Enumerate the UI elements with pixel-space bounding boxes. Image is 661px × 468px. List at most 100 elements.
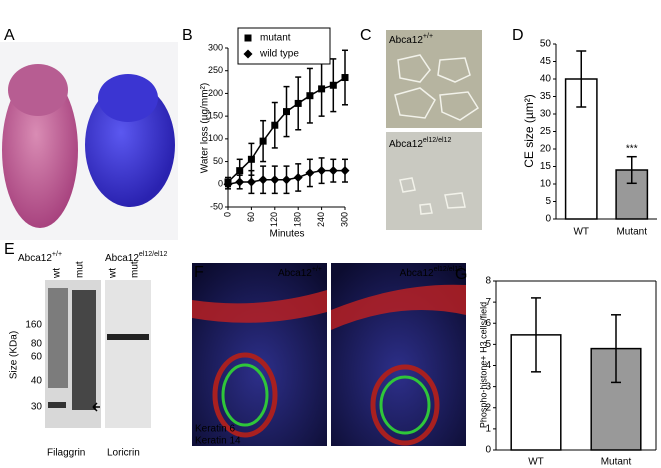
y-tick-label: 6 xyxy=(485,318,491,329)
y-tick-label: 100 xyxy=(208,133,223,143)
label-sup: el12/el12 xyxy=(139,251,168,258)
x-tick-label: WT xyxy=(528,457,544,468)
point xyxy=(247,155,255,163)
y-tick-label: 5 xyxy=(545,196,551,207)
size-marker: 40 xyxy=(31,376,43,387)
legend-label: wild type xyxy=(259,49,299,60)
label-base: Abca12 xyxy=(389,139,423,150)
y-tick-label: 40 xyxy=(540,74,552,85)
y-tick-label: 0 xyxy=(545,214,551,225)
lane-label: mut xyxy=(130,261,141,278)
y-axis-label: Phospho-histone+ H3 cells/field xyxy=(478,302,488,428)
error-bar xyxy=(611,314,621,384)
axis-label: Size (KDa) xyxy=(9,331,20,379)
size-marker: 60 xyxy=(31,352,43,363)
point xyxy=(293,172,303,182)
error-bar xyxy=(576,50,587,108)
x-tick-label: 60 xyxy=(246,212,256,222)
lane-label: wt xyxy=(108,268,119,279)
y-tick-label: 50 xyxy=(213,156,223,166)
y-tick-label: 15 xyxy=(540,161,552,172)
y-tick-label: 25 xyxy=(540,126,552,137)
panel-letter: C xyxy=(360,27,372,44)
error-bar xyxy=(531,297,541,373)
legend-marker xyxy=(243,49,253,59)
y-tick-label: 30 xyxy=(540,109,552,120)
legend-marker xyxy=(244,34,252,42)
point xyxy=(341,74,349,82)
y-tick-label: 1 xyxy=(485,424,491,435)
point xyxy=(258,175,268,185)
y-tick-label: 4 xyxy=(485,360,491,371)
point xyxy=(329,81,337,89)
label-base: Abca12 xyxy=(400,268,434,279)
panel-letter: B xyxy=(182,27,193,44)
y-axis-label: Water loss (µg/mm²) xyxy=(200,83,211,173)
y-tick-label: 150 xyxy=(208,111,223,121)
point xyxy=(283,108,290,116)
point xyxy=(235,177,245,187)
image-label: Abca12+/+ xyxy=(278,266,322,279)
label-base: Abca12 xyxy=(278,268,312,279)
y-tick-label: 35 xyxy=(540,91,552,102)
point xyxy=(305,168,315,178)
panel-letter: A xyxy=(4,27,15,44)
panel-letter: F xyxy=(194,264,204,281)
y-tick-label: 10 xyxy=(540,179,552,190)
size-marker: 30 xyxy=(31,402,43,413)
y-tick-label: -50 xyxy=(210,201,223,211)
photo-blots xyxy=(45,280,151,428)
y-tick-label: 2 xyxy=(485,402,491,413)
y-tick-label: 3 xyxy=(485,381,491,392)
image-label: Abca12+/+ xyxy=(18,251,62,264)
point xyxy=(270,175,280,185)
bar xyxy=(564,78,598,220)
lane-label: wt xyxy=(52,268,63,279)
x-tick-label: 180 xyxy=(293,212,303,227)
y-tick-label: 0 xyxy=(218,179,223,189)
point xyxy=(282,175,291,185)
x-tick-label: 120 xyxy=(269,212,279,227)
y-tick-label: 7 xyxy=(485,297,491,308)
y-tick-label: 20 xyxy=(540,144,552,155)
panel-letter: D xyxy=(512,27,524,44)
point xyxy=(317,166,327,176)
point xyxy=(259,137,267,145)
y-tick-label: 250 xyxy=(208,65,223,75)
label-sup: +/+ xyxy=(52,251,62,258)
y-tick-label: 300 xyxy=(208,42,223,52)
y-tick-label: 50 xyxy=(540,39,552,50)
stain-label: Keratin 14 xyxy=(195,436,241,447)
label-sup: +/+ xyxy=(312,266,322,273)
point xyxy=(318,85,326,93)
x-tick-label: WT xyxy=(573,227,589,238)
photo-pups xyxy=(0,42,178,240)
panel-letter: E xyxy=(4,241,15,258)
photo-envelopes xyxy=(386,30,482,230)
x-tick-label: 0 xyxy=(222,212,232,217)
legend-box xyxy=(237,27,331,65)
x-tick-label: Mutant xyxy=(616,227,647,238)
y-axis-label: CE size (µm²) xyxy=(522,94,536,168)
image-label: Abca12el12/el12 xyxy=(389,137,451,150)
x-tick-label: 300 xyxy=(339,212,349,227)
blot-label: Loricrin xyxy=(107,448,140,459)
point xyxy=(246,177,256,187)
point xyxy=(223,179,233,189)
point xyxy=(328,166,338,176)
x-tick-label: 240 xyxy=(316,212,326,227)
point xyxy=(236,167,244,175)
annotation: *** xyxy=(626,143,638,154)
size-marker: 80 xyxy=(31,339,43,350)
point xyxy=(271,121,279,129)
image-label: Abca12+/+ xyxy=(389,33,433,46)
label-base: Abca12 xyxy=(18,253,52,264)
label-sup: +/+ xyxy=(423,33,433,40)
photo-skin xyxy=(192,263,466,446)
y-tick-label: 200 xyxy=(208,88,223,98)
size-marker: 160 xyxy=(25,320,42,331)
x-axis-label: Minutes xyxy=(269,229,304,240)
error-bar xyxy=(626,155,637,185)
y-tick-label: 45 xyxy=(540,56,552,67)
y-tick-label: 5 xyxy=(485,339,491,350)
